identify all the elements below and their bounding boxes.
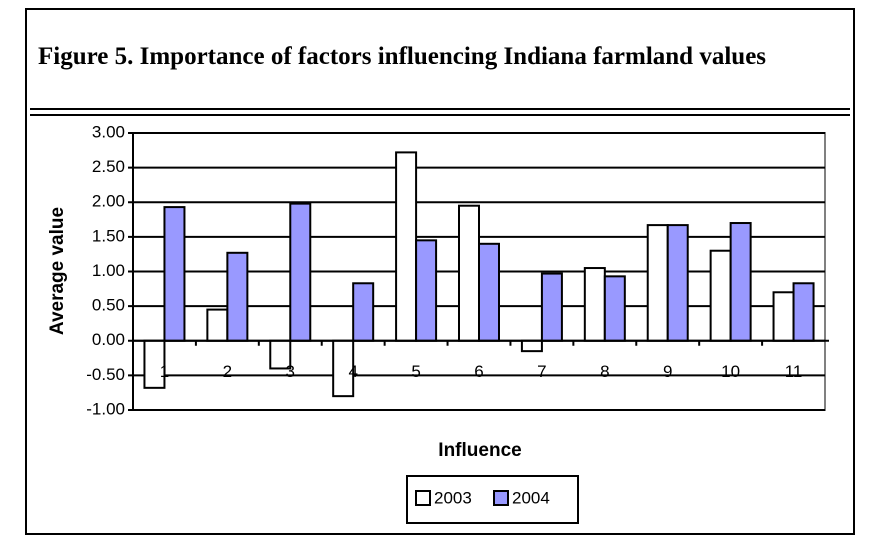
y-tick-label: -1.00 [86,399,125,418]
y-tick-label: -0.50 [86,365,125,384]
bar [772,291,795,342]
legend-swatch [493,490,509,506]
y-axis-title: Average value [47,207,68,335]
bar [226,251,249,342]
y-tick-label: 2.50 [92,157,125,176]
bar [458,204,480,342]
legend-swatch [415,490,431,506]
y-tick-label: 1.50 [92,226,125,245]
x-tick-label: 10 [721,362,740,381]
x-tick-label: 9 [663,362,672,381]
x-tick-label: 3 [286,362,295,381]
bar [163,206,186,342]
x-tick-label: 1 [160,362,169,381]
y-tick-label: 1.00 [92,261,125,280]
bar [709,249,732,342]
x-tick-label: 7 [537,362,546,381]
x-tick-label: 5 [411,362,420,381]
bar [520,339,543,353]
bar [540,272,563,342]
bar [792,282,815,342]
bar [583,267,606,342]
y-tick-label: 3.00 [92,122,125,141]
y-tick-label: 0.00 [92,330,125,349]
bar [289,202,312,342]
bar [646,224,669,342]
legend-label: 2003 [434,488,472,507]
x-tick-label: 11 [785,362,803,381]
legend [406,475,579,524]
y-tick-label: 2.00 [92,192,125,211]
x-tick-label: 4 [348,362,357,381]
chart-title: Figure 5. Importance of factors influenc… [38,43,767,70]
bar [395,151,418,342]
frame [25,8,855,535]
bar [729,222,752,342]
bar [352,282,375,342]
y-tick-label: 0.50 [92,296,125,315]
x-tick-label: 6 [474,362,483,381]
x-axis-title: Influence [438,440,521,461]
x-tick-label: 2 [223,362,232,381]
x-tick-label: 8 [600,362,609,381]
bar [603,275,626,342]
bar [478,242,500,342]
bar [206,308,229,342]
bar [666,224,689,342]
legend-label: 2004 [512,488,550,507]
bar [415,239,438,342]
